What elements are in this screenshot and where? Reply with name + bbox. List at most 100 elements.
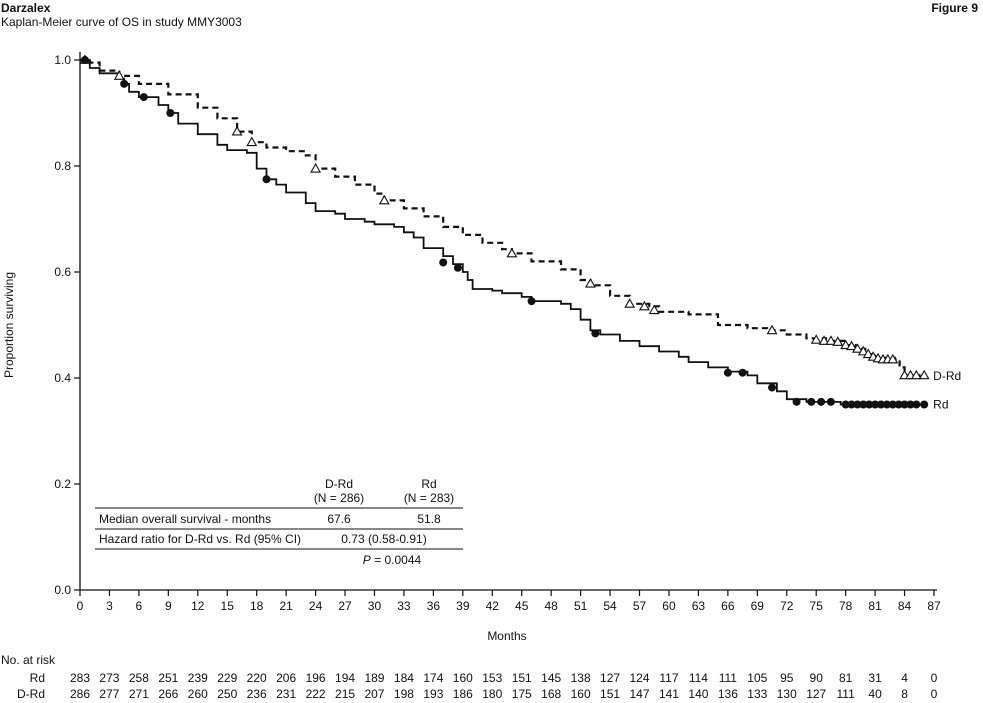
x-tick-label: 69 xyxy=(751,599,765,613)
at-risk-value: 40 xyxy=(868,687,882,701)
at-risk-value: 160 xyxy=(453,671,473,685)
at-risk-value: 133 xyxy=(747,687,767,701)
at-risk-row-label: D-Rd xyxy=(17,687,45,701)
at-risk-value: 222 xyxy=(306,687,326,701)
stats-value-rd: 51.8 xyxy=(417,512,441,526)
at-risk-value: 271 xyxy=(129,687,149,701)
censor-marker-d-rd xyxy=(766,324,778,335)
at-risk-value: 111 xyxy=(837,687,856,701)
series-line-rd xyxy=(80,59,925,406)
at-risk-value: 136 xyxy=(718,687,738,701)
x-tick-label: 33 xyxy=(397,599,411,613)
stats-row-label: Median overall survival - months xyxy=(99,512,271,526)
censor-marker-rd xyxy=(912,400,921,409)
x-tick-label: 45 xyxy=(515,599,529,613)
x-tick-label: 78 xyxy=(839,599,853,613)
at-risk-value: 0 xyxy=(931,687,938,701)
at-risk-value: 124 xyxy=(630,671,650,685)
y-tick-label: 1.0 xyxy=(54,53,71,67)
series-label-d-rd: D-Rd xyxy=(933,369,961,383)
at-risk-value: 114 xyxy=(689,671,708,685)
x-tick-label: 48 xyxy=(544,599,558,613)
stats-hazard-value: 0.73 (0.58-0.91) xyxy=(341,532,426,546)
at-risk-value: 168 xyxy=(541,687,561,701)
censor-marker-d-rd xyxy=(851,343,863,353)
at-risk-value: 239 xyxy=(188,671,208,685)
censor-markers xyxy=(79,54,930,409)
censor-marker-d-rd xyxy=(506,247,518,258)
censor-marker-d-rd xyxy=(648,304,660,315)
censor-marker-rd xyxy=(876,400,885,409)
censor-marker-rd xyxy=(871,400,880,409)
censor-marker-d-rd xyxy=(310,163,322,173)
stats-value-drd: 67.6 xyxy=(327,512,351,526)
y-tick-label: 0.8 xyxy=(54,159,71,173)
at-risk-value: 196 xyxy=(306,671,326,685)
at-risk-value: 186 xyxy=(453,687,473,701)
censor-marker-rd xyxy=(888,400,897,409)
at-risk-value: 0 xyxy=(931,671,938,685)
censor-marker-rd xyxy=(80,56,89,64)
at-risk-value: 153 xyxy=(482,671,502,685)
at-risk-value: 145 xyxy=(541,671,561,685)
x-tick-label: 36 xyxy=(427,599,441,613)
at-risk-value: 90 xyxy=(810,671,824,685)
y-tick-label: 0.0 xyxy=(54,583,71,597)
censor-marker-d-rd xyxy=(825,335,837,345)
at-risk-value: 229 xyxy=(217,671,237,685)
x-tick-label: 9 xyxy=(165,599,172,613)
series-label-rd: Rd xyxy=(933,398,948,412)
at-risk-value: 207 xyxy=(364,687,384,701)
at-risk-value: 231 xyxy=(276,687,296,701)
censor-marker-d-rd xyxy=(113,70,125,80)
censor-marker-d-rd xyxy=(584,278,596,288)
censor-marker-d-rd xyxy=(624,298,636,308)
censor-marker-rd xyxy=(882,400,891,409)
at-risk-value: 215 xyxy=(335,687,355,701)
censor-marker-d-rd xyxy=(638,300,650,311)
x-tick-label: 42 xyxy=(486,599,500,613)
at-risk-title: No. at risk xyxy=(1,653,56,667)
at-risk-value: 117 xyxy=(659,671,678,685)
at-risk-value: 160 xyxy=(571,687,591,701)
censor-marker-d-rd xyxy=(918,369,930,380)
x-tick-label: 72 xyxy=(780,599,794,613)
at-risk-value: 286 xyxy=(70,687,90,701)
censor-marker-rd xyxy=(847,400,856,409)
at-risk-value: 220 xyxy=(247,671,267,685)
at-risk-value: 236 xyxy=(247,687,267,701)
at-risk-value: 250 xyxy=(217,687,237,701)
at-risk-value: 127 xyxy=(600,671,620,685)
x-tick-label: 15 xyxy=(221,599,235,613)
censor-marker-rd xyxy=(859,400,868,409)
x-tick-label: 87 xyxy=(927,599,941,613)
at-risk-value: 283 xyxy=(70,671,90,685)
censor-marker-rd xyxy=(865,400,874,409)
at-risk-value: 251 xyxy=(158,671,178,685)
censor-marker-d-rd xyxy=(818,335,830,345)
censor-marker-rd xyxy=(826,397,835,406)
y-axis-label: Proportion surviving xyxy=(2,272,16,378)
at-risk-value: 127 xyxy=(806,687,826,701)
at-risk-value: 151 xyxy=(600,687,620,701)
at-risk-value: 260 xyxy=(188,687,208,701)
at-risk-value: 184 xyxy=(394,671,414,685)
at-risk-value: 141 xyxy=(659,687,679,701)
at-risk-value: 111 xyxy=(719,671,738,685)
at-risk-value: 95 xyxy=(780,671,794,685)
chart-subtitle: Kaplan-Meier curve of OS in study MMY300… xyxy=(1,15,242,29)
censor-marker-rd xyxy=(738,368,747,377)
stats-col-header: D-Rd xyxy=(325,477,353,491)
at-risk-value: 147 xyxy=(630,687,650,701)
censor-marker-d-rd xyxy=(862,348,874,359)
x-tick-label: 27 xyxy=(338,599,352,613)
stats-table: D-Rd(N = 286) Rd(N = 283) Median overall s… xyxy=(95,477,463,567)
censor-marker-rd xyxy=(792,397,801,406)
at-risk-value: 105 xyxy=(747,671,767,685)
at-risk-table: No. at risk Rd 283 273 258 251 239 229 220 206 196… xyxy=(1,653,938,701)
at-risk-value: 8 xyxy=(901,687,908,701)
stats-col-header: Rd xyxy=(421,477,436,491)
x-tick-label: 51 xyxy=(574,599,588,613)
censor-marker-rd xyxy=(453,263,462,272)
